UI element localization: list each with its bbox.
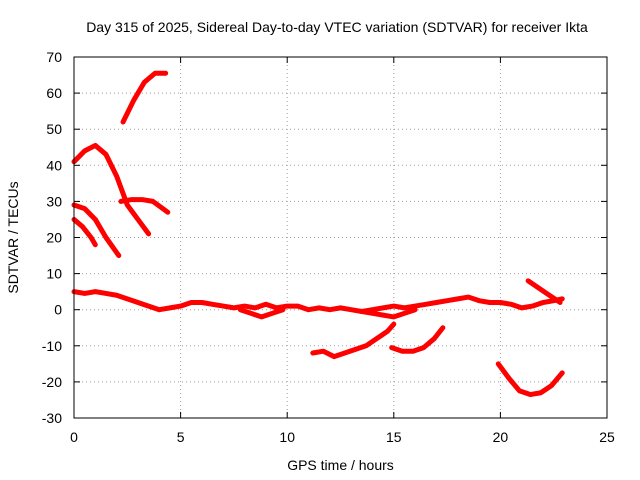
y-axis-label: SDTVAR / TECUs [5,181,21,293]
x-tick-label: 5 [177,429,185,445]
series-track-12 [495,361,565,398]
y-tick-label: 0 [54,302,62,318]
y-tick-label: 50 [46,121,62,137]
series-track-2 [71,142,152,237]
y-tick-label: 70 [46,49,62,65]
x-axis-label: GPS time / hours [287,457,394,473]
series-track-8 [359,307,418,320]
data-series [71,70,565,398]
y-tick-label: -30 [42,410,62,426]
series-track-3 [118,197,171,215]
series-track-11 [389,325,446,354]
x-tick-label: 20 [493,429,509,445]
y-tick-label: 40 [46,157,62,173]
y-tick-label: -20 [42,374,62,390]
x-tick-label: 0 [70,429,78,445]
y-tick-label: -10 [42,338,62,354]
series-track-6 [71,289,565,315]
series-track-5 [71,216,98,248]
series-track-9 [525,278,563,305]
series-track-1 [120,70,169,125]
series-track-10 [310,321,397,360]
axis-ticks: 0 5 10 15 20 25 -30 -20 -10 0 10 20 30 40 50 60 70 [42,49,615,445]
y-tick-label: 20 [46,230,62,246]
y-tick-label: 10 [46,266,62,282]
y-tick-label: 30 [46,193,62,209]
y-tick-label: 60 [46,85,62,101]
chart-title: Day 315 of 2025, Sidereal Day-to-day VTE… [86,19,588,35]
plot-frame [73,56,608,419]
series-track-7 [237,307,286,320]
series-track-4 [71,202,122,259]
x-tick-label: 10 [279,429,295,445]
grid-lines [74,57,607,418]
x-tick-label: 25 [599,429,615,445]
x-tick-label: 15 [386,429,402,445]
